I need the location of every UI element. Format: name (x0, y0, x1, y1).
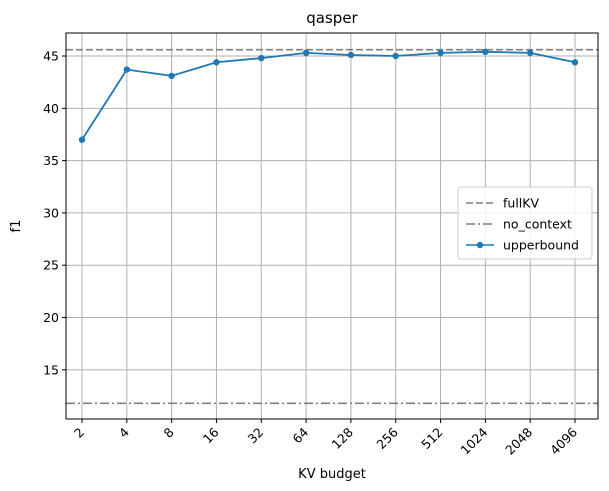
x-tick-label: 512 (418, 425, 445, 452)
data-point (258, 54, 265, 62)
y-axis-label: f1 (9, 220, 24, 233)
data-point (347, 51, 355, 59)
x-tick-label: 128 (329, 424, 357, 452)
x-tick-label: 1024 (457, 424, 490, 457)
reference-lines (66, 48, 598, 405)
x-tick-label: 32 (245, 425, 267, 447)
data-point (392, 52, 399, 60)
data-point (437, 49, 444, 57)
plot-frame (65, 32, 599, 420)
data-point (213, 59, 220, 66)
y-tick-label: 40 (43, 101, 59, 116)
grid (66, 33, 598, 419)
data-point (526, 49, 534, 57)
data-point (302, 49, 310, 57)
data-point (571, 59, 579, 66)
data-point (123, 66, 131, 73)
legend-label-no_context: no_context (503, 217, 572, 232)
series-layer (78, 48, 579, 143)
x-tick-label: 16 (200, 424, 222, 446)
chart-title: qasper (306, 9, 358, 27)
legend-label-upperbound: upperbound (503, 238, 579, 253)
legend-box (457, 186, 593, 260)
x-axis-label: KV budget (298, 467, 366, 482)
legend-label-fullKV: fullKV (503, 196, 539, 211)
x-tick-label: 2048 (502, 424, 535, 457)
x-tick-label: 4 (116, 424, 132, 440)
x-tick-label: 2 (71, 425, 87, 441)
y-tick-label: 25 (43, 258, 59, 273)
data-point (168, 72, 175, 80)
legend: fullKV no_context upperbound (457, 186, 593, 260)
data-point (78, 136, 86, 143)
y-tick-label: 15 (43, 362, 59, 377)
y-tick-label: 45 (43, 49, 59, 64)
x-axis-ticks: 2 4 8 16 32 64 128 256 512 1024 2048 4096 (71, 419, 580, 458)
y-axis-ticks: 15 20 25 30 35 40 45 (43, 49, 66, 377)
x-tick-label: 4096 (547, 424, 580, 457)
legend-marker-upperbound (476, 241, 484, 249)
x-tick-label: 8 (161, 424, 177, 440)
series-line-upperbound (81, 50, 576, 141)
x-tick-label: 64 (289, 424, 311, 446)
y-tick-label: 30 (43, 205, 59, 220)
y-tick-label: 20 (43, 310, 59, 325)
x-tick-label: 256 (373, 424, 401, 452)
y-tick-label: 35 (43, 153, 59, 168)
data-point (482, 48, 489, 56)
